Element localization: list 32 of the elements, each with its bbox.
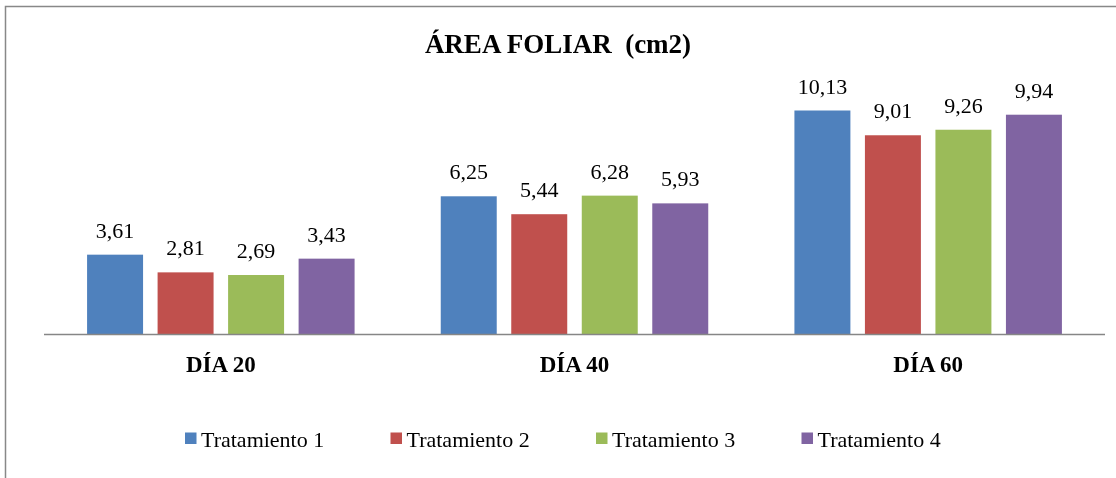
x-tick-label: DÍA 60 <box>893 352 963 377</box>
bar <box>581 195 638 335</box>
data-label: 6,25 <box>449 159 488 185</box>
data-label: 3,61 <box>95 217 135 243</box>
legend-label: Tratamiento 3 <box>612 427 736 452</box>
legend-label: Tratamiento 4 <box>817 427 941 452</box>
bar <box>87 254 144 335</box>
bar <box>511 214 568 335</box>
data-label: 2,81 <box>166 235 205 261</box>
data-label: 9,94 <box>1014 77 1054 103</box>
bar <box>794 110 851 335</box>
bar <box>1005 114 1062 335</box>
data-label: 9,01 <box>873 98 913 124</box>
data-label: 9,26 <box>944 92 983 118</box>
data-label: 5,44 <box>520 177 559 203</box>
bar <box>864 135 921 335</box>
legend-label: Tratamiento 1 <box>201 427 325 452</box>
data-label: 10,13 <box>797 73 848 99</box>
data-label: 3,43 <box>307 221 346 247</box>
data-label: 5,93 <box>661 166 700 192</box>
legend-label: Tratamiento 2 <box>406 427 530 452</box>
bar <box>228 275 285 335</box>
bar <box>652 203 709 335</box>
chart-title: ÁREA FOLIAR (cm2) <box>424 29 692 59</box>
x-tick-label: DÍA 20 <box>186 352 256 377</box>
bar <box>440 196 497 335</box>
data-label: 6,28 <box>590 158 629 184</box>
bar <box>157 272 214 335</box>
data-label: 2,69 <box>236 238 276 264</box>
bar <box>935 129 992 335</box>
bar <box>298 258 355 335</box>
x-tick-label: DÍA 40 <box>539 352 610 377</box>
